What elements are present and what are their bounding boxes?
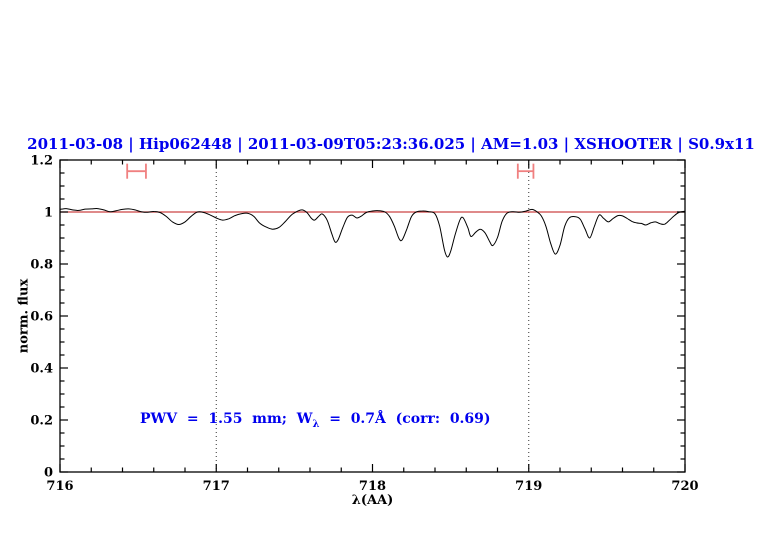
pwv-annotation-prefix: PWV = 1.55 mm; W [140, 411, 313, 427]
x-tick-label: 718 [359, 479, 386, 494]
y-tick-label: 0.8 [30, 258, 53, 273]
y-tick-label: 0 [44, 466, 53, 481]
x-tick-label: 717 [203, 479, 230, 494]
pwv-annotation-suffix: = 0.7Å (corr: 0.69) [319, 411, 491, 427]
plot-title: 2011-03-08 | Hip062448 | 2011-03-09T05:2… [27, 135, 755, 153]
y-tick-label: 0.6 [30, 310, 53, 325]
axes-box [59, 159, 686, 473]
pwv-annotation-subscript: λ [312, 418, 320, 430]
telluric-interval-marker [516, 163, 535, 179]
x-tick-label: 716 [46, 479, 73, 494]
spectrum-line [59, 208, 686, 258]
x-axis-label: λ(AA) [351, 493, 394, 508]
x-tick-label: 719 [515, 479, 542, 494]
y-tick-label: 1.2 [30, 154, 53, 169]
axis-ticks [59, 159, 686, 473]
y-tick-label: 0.4 [30, 362, 53, 377]
telluric-interval-marker [126, 163, 147, 179]
pwv-annotation: PWV = 1.55 mm; Wλ = 0.7Å (corr: 0.69) [140, 411, 491, 430]
y-tick-label: 0.2 [30, 414, 53, 429]
x-tick-label: 720 [671, 479, 698, 494]
y-tick-label: 1 [44, 206, 53, 221]
